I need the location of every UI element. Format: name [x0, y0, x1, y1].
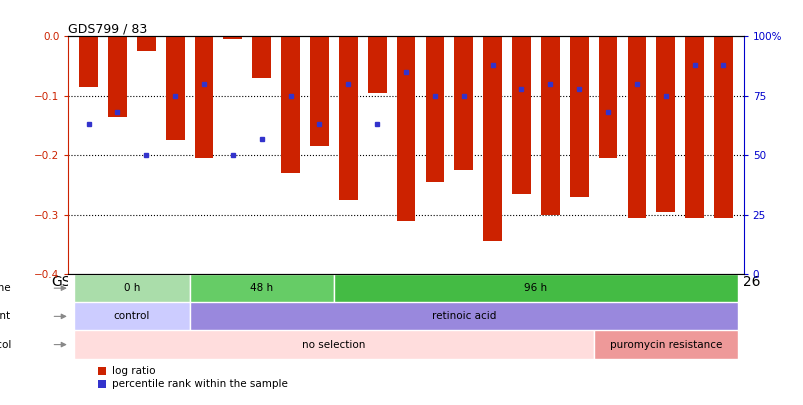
Bar: [593, 330, 737, 359]
Bar: [190, 274, 333, 302]
Bar: [367, 36, 386, 93]
Text: puromycin resistance: puromycin resistance: [609, 339, 721, 350]
Legend: log ratio, percentile rank within the sample: log ratio, percentile rank within the sa…: [94, 362, 291, 394]
Bar: [137, 36, 156, 51]
Bar: [569, 36, 588, 197]
Bar: [74, 302, 190, 330]
Bar: [512, 36, 530, 194]
Bar: [68, 274, 743, 326]
Bar: [108, 36, 127, 117]
Bar: [627, 36, 646, 217]
Text: time: time: [0, 283, 11, 293]
Bar: [339, 36, 357, 200]
Text: growth protocol: growth protocol: [0, 339, 11, 350]
Bar: [684, 36, 703, 217]
Text: agent: agent: [0, 311, 11, 322]
Bar: [396, 36, 415, 221]
Bar: [74, 274, 190, 302]
Bar: [281, 36, 300, 173]
Text: no selection: no selection: [302, 339, 365, 350]
Bar: [713, 36, 732, 217]
Bar: [310, 36, 328, 146]
Bar: [483, 36, 501, 241]
Text: 48 h: 48 h: [250, 283, 273, 293]
Bar: [74, 330, 593, 359]
Bar: [333, 274, 737, 302]
Bar: [252, 36, 271, 78]
Bar: [598, 36, 617, 158]
Bar: [190, 302, 737, 330]
Bar: [540, 36, 559, 215]
Bar: [165, 36, 184, 141]
Bar: [655, 36, 675, 212]
Text: control: control: [113, 311, 150, 322]
Bar: [194, 36, 213, 158]
Text: retinoic acid: retinoic acid: [431, 311, 495, 322]
Text: 0 h: 0 h: [124, 283, 140, 293]
Bar: [223, 36, 242, 39]
Bar: [425, 36, 444, 182]
Text: 96 h: 96 h: [524, 283, 547, 293]
Bar: [79, 36, 98, 87]
Bar: [454, 36, 472, 170]
Text: GDS799 / 83: GDS799 / 83: [68, 22, 148, 35]
